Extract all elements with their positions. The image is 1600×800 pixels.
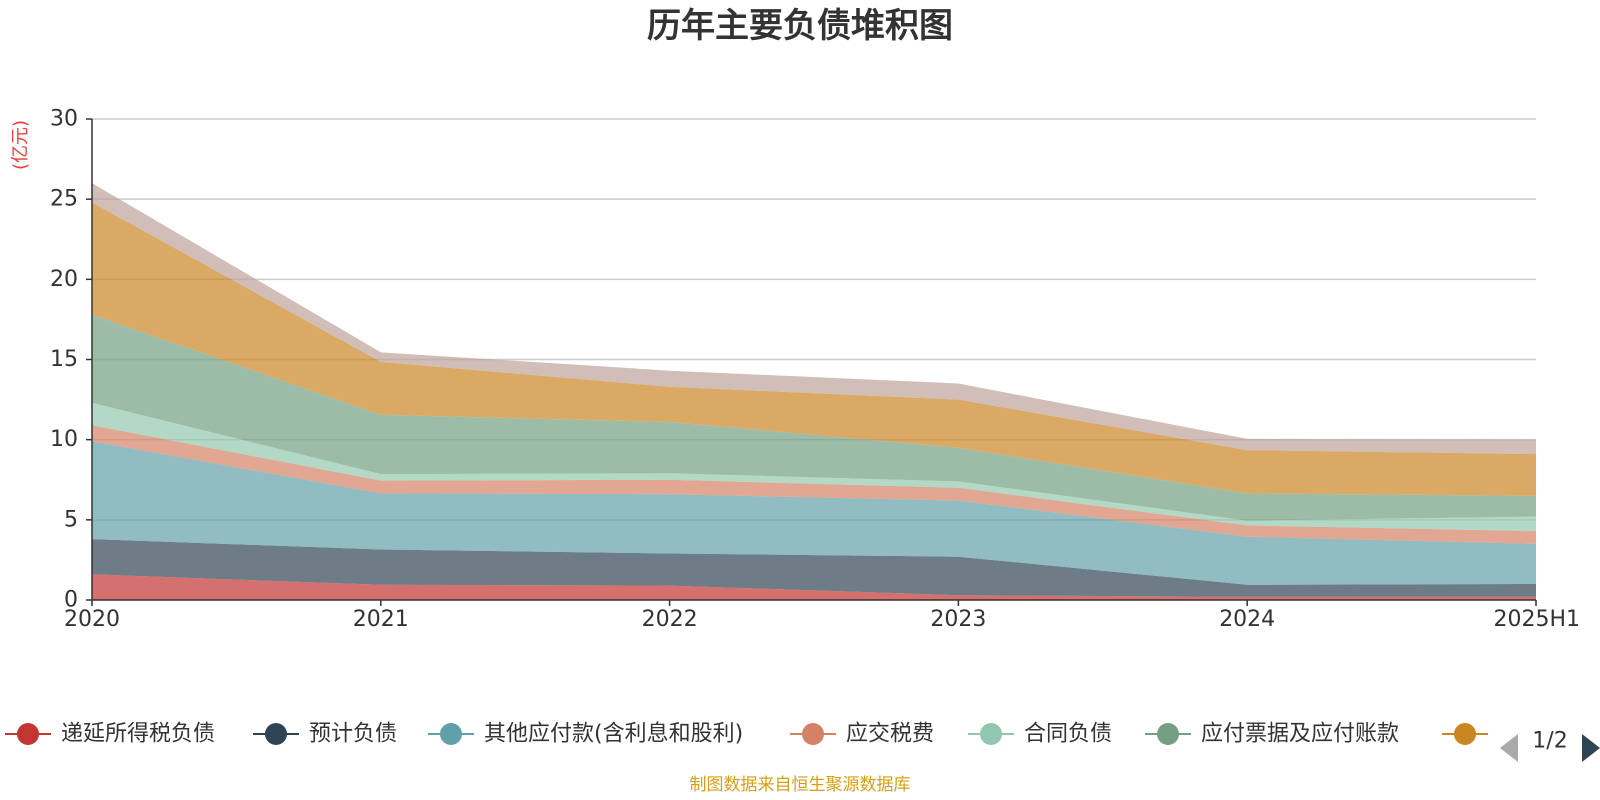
legend-label: 预计负债 — [309, 722, 397, 747]
legend-marker-icon — [17, 723, 39, 745]
x-tick-label: 2024 — [1219, 607, 1275, 632]
x-tick-label: 2022 — [642, 607, 698, 632]
legend-item[interactable]: 合同负债 — [968, 722, 1112, 747]
y-tick-label: 20 — [50, 267, 78, 292]
y-tick-label: 30 — [50, 107, 78, 132]
legend-marker-icon — [440, 723, 462, 745]
area-series-7 — [92, 202, 1536, 496]
y-tick-label: 10 — [50, 427, 78, 452]
y-tick-label: 0 — [64, 588, 78, 613]
legend-marker-icon — [802, 723, 824, 745]
legend-item[interactable]: 预计负债 — [253, 722, 397, 747]
legend-marker-icon — [980, 723, 1002, 745]
legend-marker-icon — [1454, 723, 1476, 745]
area-series-6 — [92, 314, 1536, 521]
area-series-1 — [92, 574, 1536, 600]
y-tick-label: 25 — [50, 187, 78, 212]
axes — [86, 118, 1537, 606]
x-tick-label: 2021 — [353, 607, 409, 632]
legend-prev-icon[interactable] — [1500, 734, 1518, 762]
legend-marker-icon — [265, 723, 287, 745]
x-axis-ticks: 2020 2021 2022 2023 2024 2025H1 — [64, 607, 1580, 632]
y-tick-label: 15 — [50, 347, 78, 372]
area-series-3 — [92, 441, 1536, 585]
data-source-note: 制图数据来自恒生聚源数据库 — [690, 775, 911, 795]
legend-item[interactable]: 其他应付款(含利息和股利) — [428, 722, 743, 747]
legend-item[interactable]: 应交税费 — [790, 722, 934, 747]
y-tick-label: 5 — [64, 507, 78, 532]
area-series-group — [92, 183, 1536, 600]
legend-item[interactable] — [1442, 723, 1488, 745]
legend-label: 应交税费 — [846, 722, 934, 747]
legend-label: 合同负债 — [1024, 722, 1112, 747]
legend: 递延所得税负债 预计负债 其他应付款(含利息和股利) 应交税费 合同负债 应付票据及应付账… — [5, 722, 1488, 747]
x-tick-label: 2020 — [64, 607, 120, 632]
legend-marker-icon — [1157, 723, 1179, 745]
y-axis-unit: (亿元) — [10, 120, 31, 170]
legend-item[interactable]: 应付票据及应付账款 — [1145, 722, 1399, 747]
legend-item[interactable]: 递延所得税负债 — [5, 722, 215, 747]
area-series-4 — [92, 425, 1536, 544]
x-tick-label: 2023 — [930, 607, 986, 632]
chart-title: 历年主要负债堆积图 — [647, 6, 953, 46]
legend-label: 应付票据及应付账款 — [1201, 722, 1399, 747]
legend-label: 递延所得税负债 — [61, 722, 215, 747]
legend-next-icon[interactable] — [1582, 734, 1600, 762]
area-series-2 — [92, 539, 1536, 597]
y-axis-ticks: 0 5 10 15 20 25 30 — [50, 107, 78, 613]
x-tick-label: 2025H1 — [1493, 607, 1580, 632]
legend-label: 其他应付款(含利息和股利) — [484, 722, 743, 747]
legend-pager: 1/2 — [1500, 729, 1600, 762]
legend-page-indicator: 1/2 — [1532, 729, 1567, 754]
